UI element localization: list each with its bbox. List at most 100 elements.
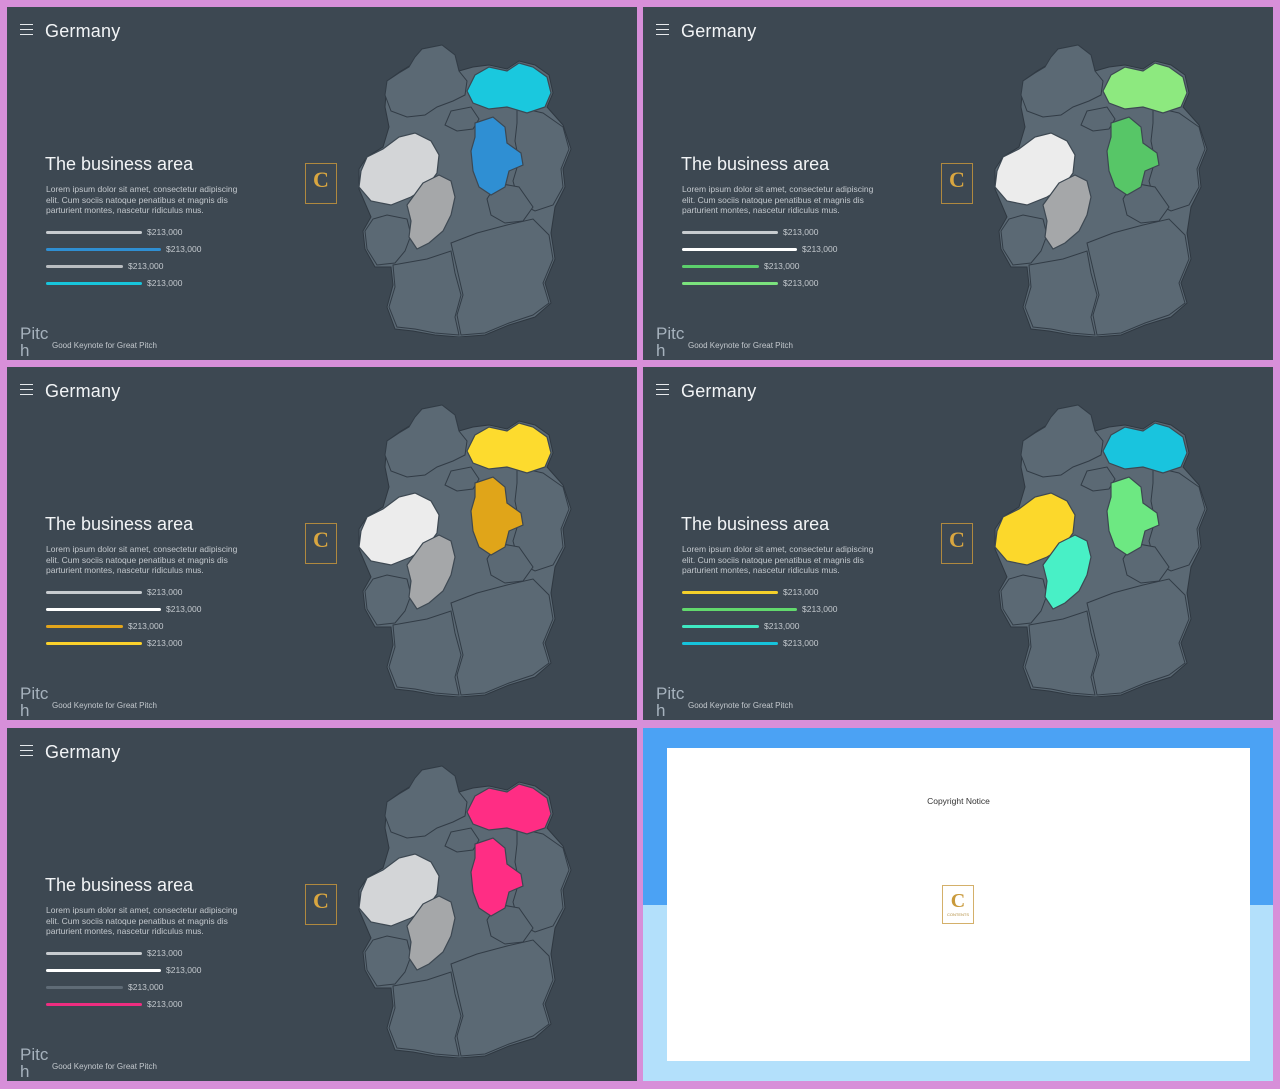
map-state-7	[444, 827, 480, 853]
map-state-7	[1080, 466, 1116, 492]
value-bar	[46, 248, 161, 251]
value-bar	[46, 265, 123, 268]
value-bar	[46, 608, 161, 611]
germany-map	[358, 404, 572, 697]
map-state-4	[1024, 250, 1098, 336]
germany-map	[994, 404, 1208, 697]
map-state-5	[450, 578, 554, 696]
map-state-2	[1148, 106, 1206, 212]
slide-2: Germany The business area Lorem ipsum dolo…	[643, 7, 1273, 360]
svg-text:C: C	[949, 527, 965, 552]
contents-logo-icon: C	[305, 523, 337, 564]
map-state-2	[512, 466, 570, 572]
map-state-1	[384, 44, 468, 118]
map-state-6	[1122, 182, 1170, 224]
map-state-5	[1086, 218, 1190, 336]
highlighted-region-north	[466, 422, 552, 474]
map-state-2	[512, 827, 570, 933]
highlighted-region-south	[406, 895, 456, 971]
germany-map	[994, 44, 1208, 337]
map-state-3	[364, 214, 412, 266]
value-bar	[46, 969, 161, 972]
slide-title: Germany	[45, 21, 121, 41]
value-bar	[682, 248, 797, 251]
map-state-3	[364, 574, 412, 626]
slide-title: Germany	[681, 381, 757, 401]
copyright-title: Copyright Notice	[927, 796, 990, 806]
section-heading: The business area	[45, 154, 194, 174]
body-paragraph: Lorem ipsum dolor sit amet, consectetur …	[682, 184, 874, 215]
hamburger-menu-icon[interactable]	[656, 24, 669, 35]
svg-text:C: C	[949, 167, 965, 192]
map-state-5	[450, 939, 554, 1057]
map-state-4	[388, 610, 462, 696]
value-bar	[46, 642, 142, 645]
hamburger-menu-icon[interactable]	[20, 24, 33, 35]
brand-logo-text: Pitch	[20, 684, 49, 720]
brand-logo-text: Pitch	[20, 1045, 49, 1081]
value-bar	[46, 986, 123, 989]
svg-text:C: C	[951, 890, 965, 912]
value-bar	[682, 608, 797, 611]
value-bar	[46, 591, 142, 594]
contents-logo-icon: C	[305, 163, 337, 204]
highlighted-region-middle	[470, 837, 524, 917]
map-state-4	[388, 250, 462, 336]
slide-5: Germany The business area Lorem ipsum dolo…	[7, 728, 637, 1081]
map-state-6	[486, 903, 534, 945]
footer-tagline: Good Keynote for Great Pitch	[688, 341, 793, 350]
hamburger-menu-icon[interactable]	[656, 384, 669, 395]
value-bar	[46, 952, 142, 955]
slide-title: Germany	[45, 742, 121, 762]
map-state-4	[1024, 610, 1098, 696]
value-bar	[682, 282, 778, 285]
hamburger-menu-icon[interactable]	[20, 745, 33, 756]
value-bar	[46, 231, 142, 234]
value-bar	[682, 642, 778, 645]
bar-value-label: $213,000	[128, 261, 164, 271]
highlighted-region-south	[406, 534, 456, 610]
bar-value-label: $213,000	[166, 244, 202, 254]
slide-3: Germany The business area Lorem ipsum dolo…	[7, 367, 637, 720]
map-state-1	[384, 404, 468, 478]
germany-map	[358, 44, 572, 337]
brand-logo-text: Pitch	[656, 324, 685, 360]
footer-tagline: Good Keynote for Great Pitch	[52, 1062, 157, 1071]
bar-value-label: $213,000	[128, 982, 164, 992]
copyright-logo-text: CONTENTS	[947, 912, 969, 917]
section-heading: The business area	[681, 154, 830, 174]
value-bar	[682, 591, 778, 594]
value-bar	[682, 625, 759, 628]
map-state-2	[1148, 466, 1206, 572]
map-state-3	[1000, 574, 1048, 626]
bar-value-label: $213,000	[783, 227, 819, 237]
map-state-7	[444, 106, 480, 132]
contents-logo-icon: C	[941, 523, 973, 564]
section-heading: The business area	[45, 875, 194, 895]
map-state-3	[1000, 214, 1048, 266]
bar-value-label: $213,000	[802, 604, 838, 614]
body-paragraph: Lorem ipsum dolor sit amet, consectetur …	[46, 905, 238, 936]
section-heading: The business area	[45, 514, 194, 534]
map-state-5	[1086, 578, 1190, 696]
svg-text:C: C	[313, 167, 329, 192]
map-state-1	[384, 765, 468, 839]
copyright-card: Copyright Notice C CONTENTS	[667, 748, 1250, 1061]
map-state-6	[486, 182, 534, 224]
slide-1: Germany The business area Lorem ipsum dolo…	[7, 7, 637, 360]
bar-value-label: $213,000	[783, 278, 819, 288]
section-heading: The business area	[681, 514, 830, 534]
value-bar	[682, 231, 778, 234]
bar-value-label: $213,000	[783, 587, 819, 597]
contents-logo-icon: C	[941, 163, 973, 204]
highlighted-region-north	[1102, 62, 1188, 114]
footer-tagline: Good Keynote for Great Pitch	[688, 701, 793, 710]
bar-value-label: $213,000	[147, 227, 183, 237]
brand-logo-text: Pitch	[20, 324, 49, 360]
bar-value-label: $213,000	[166, 965, 202, 975]
hamburger-menu-icon[interactable]	[20, 384, 33, 395]
bar-value-label: $213,000	[147, 948, 183, 958]
bar-value-label: $213,000	[166, 604, 202, 614]
value-bar	[46, 625, 123, 628]
highlighted-region-south	[1042, 174, 1092, 250]
